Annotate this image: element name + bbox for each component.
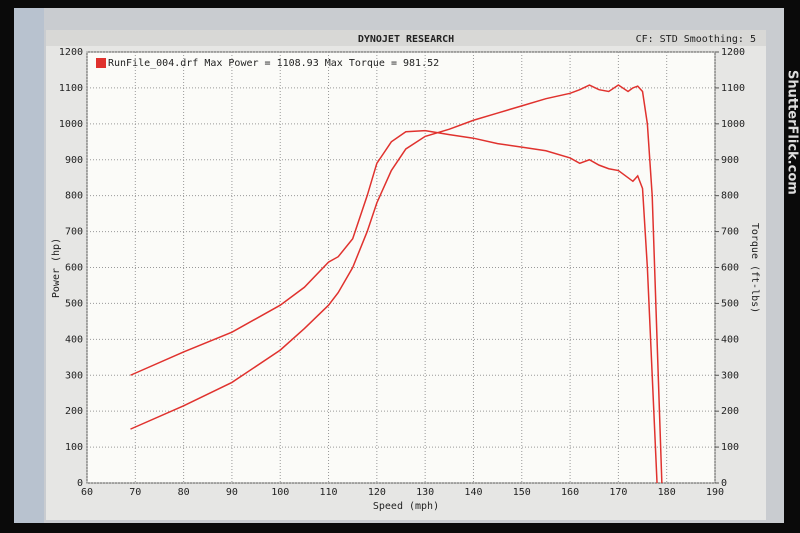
x-tick-label: 100 — [271, 487, 289, 498]
watermark: ShutterFlick.com — [785, 70, 800, 195]
y2-tick-label: 100 — [721, 442, 739, 453]
y-tick-label: 400 — [65, 334, 83, 345]
y2-tick-label: 800 — [721, 191, 739, 202]
y2-tick-label: 1000 — [721, 119, 745, 130]
window-title: DYNOJET RESEARCH — [358, 34, 454, 45]
x-tick-label: 130 — [416, 487, 434, 498]
series-line — [130, 129, 658, 484]
y-tick-label: 800 — [65, 191, 83, 202]
y-axis-label: Power (hp) — [51, 238, 62, 298]
x-tick-label: 90 — [226, 487, 238, 498]
plot-area — [86, 51, 716, 484]
side-panel — [14, 8, 44, 523]
x-tick-label: 190 — [706, 487, 724, 498]
x-tick-label: 160 — [561, 487, 579, 498]
legend-swatch — [96, 58, 106, 68]
x-tick-label: 120 — [368, 487, 386, 498]
y-tick-label: 1200 — [59, 47, 83, 58]
y2-tick-label: 0 — [721, 478, 727, 489]
x-axis-label: Speed (mph) — [373, 501, 439, 512]
x-tick-label: 170 — [609, 487, 627, 498]
y-tick-label: 1100 — [59, 83, 83, 94]
y-tick-label: 100 — [65, 442, 83, 453]
y2-tick-label: 1100 — [721, 83, 745, 94]
y2-tick-label: 500 — [721, 298, 739, 309]
x-tick-label: 80 — [178, 487, 190, 498]
y2-tick-label: 300 — [721, 370, 739, 381]
y2-tick-label: 1200 — [721, 47, 745, 58]
y-tick-label: 200 — [65, 406, 83, 417]
legend-text: RunFile_004.drf Max Power = 1108.93 Max … — [108, 58, 439, 69]
y-tick-label: 900 — [65, 155, 83, 166]
y2-tick-label: 200 — [721, 406, 739, 417]
title-bar — [46, 30, 766, 46]
series-line — [130, 84, 663, 484]
y2-tick-label: 600 — [721, 263, 739, 274]
y-tick-label: 600 — [65, 263, 83, 274]
x-tick-label: 150 — [513, 487, 531, 498]
x-tick-label: 140 — [464, 487, 482, 498]
y-tick-label: 1000 — [59, 119, 83, 130]
y2-tick-label: 900 — [721, 155, 739, 166]
x-tick-label: 110 — [320, 487, 338, 498]
y2-axis-label: Torque (ft-lbs) — [749, 223, 760, 313]
y2-tick-label: 400 — [721, 334, 739, 345]
y-tick-label: 700 — [65, 227, 83, 238]
y-tick-label: 300 — [65, 370, 83, 381]
y2-tick-label: 700 — [721, 227, 739, 238]
y-tick-label: 500 — [65, 298, 83, 309]
x-tick-label: 70 — [129, 487, 141, 498]
x-tick-label: 180 — [658, 487, 676, 498]
y-tick-label: 0 — [77, 478, 83, 489]
x-tick-label: 60 — [81, 487, 93, 498]
settings: CF: STD Smoothing: 5 — [636, 34, 756, 45]
